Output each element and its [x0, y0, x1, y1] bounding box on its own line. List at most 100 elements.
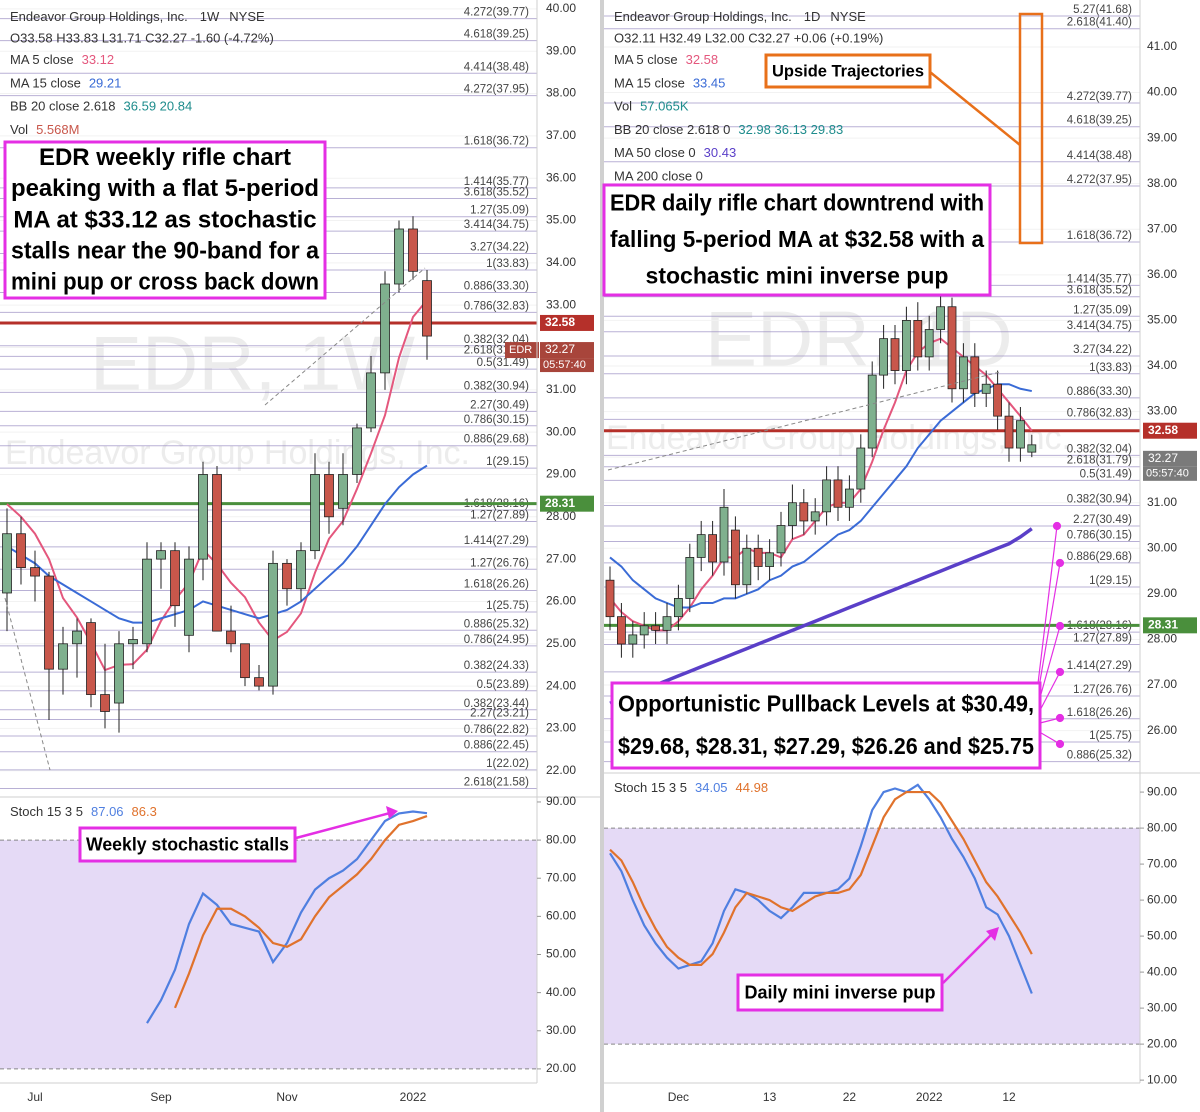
candle-body — [1016, 420, 1025, 449]
legend-row: MA 15 close 29.21 — [10, 76, 121, 91]
y-tick-label: 26.00 — [1147, 723, 1177, 737]
y-tick-label: 80.00 — [546, 832, 576, 846]
legend-value: 30.43 — [704, 146, 737, 161]
level-label: 1(22.02) — [486, 758, 529, 770]
exchange: NYSE — [830, 9, 866, 24]
candle-body — [639, 625, 649, 636]
candle-body — [422, 280, 432, 337]
level-label: 1(25.75) — [486, 600, 529, 612]
level-label: 4.414(38.48) — [1067, 150, 1132, 162]
annotation-text: Upside Trajectories — [772, 61, 924, 80]
stoch-d: 44.98 — [736, 780, 769, 795]
y-tick-label: 38.00 — [546, 86, 576, 100]
y-tick-label: 22.00 — [546, 763, 576, 777]
legend-value: 32.98 36.13 29.83 — [738, 122, 843, 137]
candle-body — [282, 562, 292, 590]
level-label: 0.382(30.94) — [464, 380, 529, 392]
level-label: 0.886(33.30) — [464, 281, 529, 293]
candle-body — [776, 525, 786, 554]
annotation-text: EDR weekly rifle chart — [39, 144, 291, 171]
x-tick-label: 12 — [1002, 1090, 1016, 1104]
legend-row: MA 200 close 0 — [614, 169, 703, 184]
legend-value: 32.58 — [686, 52, 719, 67]
symbol-tag — [505, 342, 539, 359]
x-tick-label: Jul — [27, 1090, 42, 1104]
level-label: 3.414(34.75) — [1067, 320, 1132, 332]
legend-name: MA 15 close — [10, 76, 81, 91]
y-tick-label: 31.00 — [1147, 495, 1177, 509]
y-tick-label: 10.00 — [1147, 1072, 1177, 1086]
level-label: 1(25.75) — [1089, 730, 1132, 742]
legend-value: 33.45 — [693, 76, 726, 91]
level-label: 0.5(23.89) — [477, 679, 530, 691]
y-tick-label: 35.00 — [1147, 313, 1177, 327]
annotation-text: mini pup or cross back down — [11, 269, 319, 296]
y-tick-label: 40.00 — [1147, 964, 1177, 978]
y-tick-label: 30.00 — [1147, 1000, 1177, 1014]
price-badge-label: 32.58 — [545, 315, 575, 329]
header-title: Endeavor Group Holdings, Inc. 1W NYSE — [10, 9, 265, 24]
legend-row: MA 50 close 0 30.43 — [614, 146, 736, 161]
candle-body — [981, 383, 991, 394]
level-label: 1.414(27.29) — [1067, 660, 1132, 672]
level-label: 4.272(39.77) — [1067, 91, 1132, 103]
watermark: Endeavor Group Holdings, Inc. — [5, 434, 470, 472]
level-label: 4.414(38.48) — [464, 61, 529, 73]
y-tick-label: 50.00 — [1147, 928, 1177, 942]
y-tick-label: 36.00 — [1147, 267, 1177, 281]
ma-line — [609, 337, 1033, 632]
annotation-text: stalls near the 90-band for a — [11, 238, 320, 265]
level-label: 0.382(32.04) — [1067, 443, 1132, 455]
y-tick-label: 34.00 — [546, 255, 576, 269]
legend-row: BB 20 close 2.618 0 32.98 36.13 29.83 — [614, 122, 843, 137]
candle-body — [833, 479, 843, 508]
annotations: EDR weekly rifle chart peaking with a fla… — [3, 53, 1042, 1012]
candle-body — [696, 534, 706, 558]
level-label: 0.886(25.32) — [1067, 750, 1132, 762]
candle-body — [156, 550, 166, 560]
y-tick-label: 27.00 — [1147, 677, 1177, 691]
candle-body — [268, 562, 278, 687]
x-tick-label: 2022 — [916, 1090, 943, 1104]
annotation-box — [602, 183, 992, 297]
candle-body — [890, 338, 900, 371]
y-tick-label: 90.00 — [1147, 784, 1177, 798]
price-badge — [540, 495, 594, 512]
header-title: Endeavor Group Holdings, Inc. 1D NYSE — [614, 9, 866, 24]
y-tick-label: 34.00 — [1147, 358, 1177, 372]
candle-body — [913, 320, 923, 358]
level-label: 1(33.83) — [486, 258, 529, 270]
y-tick-label: 70.00 — [546, 870, 576, 884]
price-badge-label: 32.58 — [1148, 423, 1178, 437]
level-label: 0.886(29.68) — [464, 434, 529, 446]
close-badge-label: 32.27 — [545, 342, 575, 356]
x-tick-label: 13 — [763, 1090, 777, 1104]
candle-body — [617, 616, 626, 645]
y-tick-label: 40.00 — [1147, 85, 1177, 99]
candle-body — [170, 550, 180, 607]
stoch-name: Stoch 15 3 5 — [614, 780, 687, 795]
trend-line — [264, 267, 426, 406]
candle-body — [254, 677, 264, 687]
level-label: 3.27(34.22) — [1073, 344, 1132, 356]
y-tick-label: 20.00 — [546, 1061, 576, 1075]
legend-value: 29.21 — [89, 76, 122, 91]
price-pane: EDR, 1W Endeavor Group Holdings, Inc. 4.27… — [0, 7, 537, 790]
legend-name: Vol — [614, 99, 632, 114]
candle-body — [16, 533, 26, 568]
level-label: 1.414(27.29) — [464, 535, 529, 547]
countdown: 05:57:40 — [1146, 468, 1189, 480]
candle-body — [1027, 444, 1037, 453]
candle-body — [605, 579, 615, 618]
candle-body — [226, 630, 236, 645]
candle-body — [628, 634, 638, 645]
legend-name: MA 200 close 0 — [614, 169, 703, 184]
candle-body — [2, 533, 12, 594]
candle-body — [142, 558, 152, 645]
level-label: 1(33.83) — [1089, 362, 1132, 374]
level-label: 1.618(36.72) — [1067, 230, 1132, 242]
stoch-band — [604, 828, 1140, 1045]
y-tick-label: 36.00 — [546, 170, 576, 184]
